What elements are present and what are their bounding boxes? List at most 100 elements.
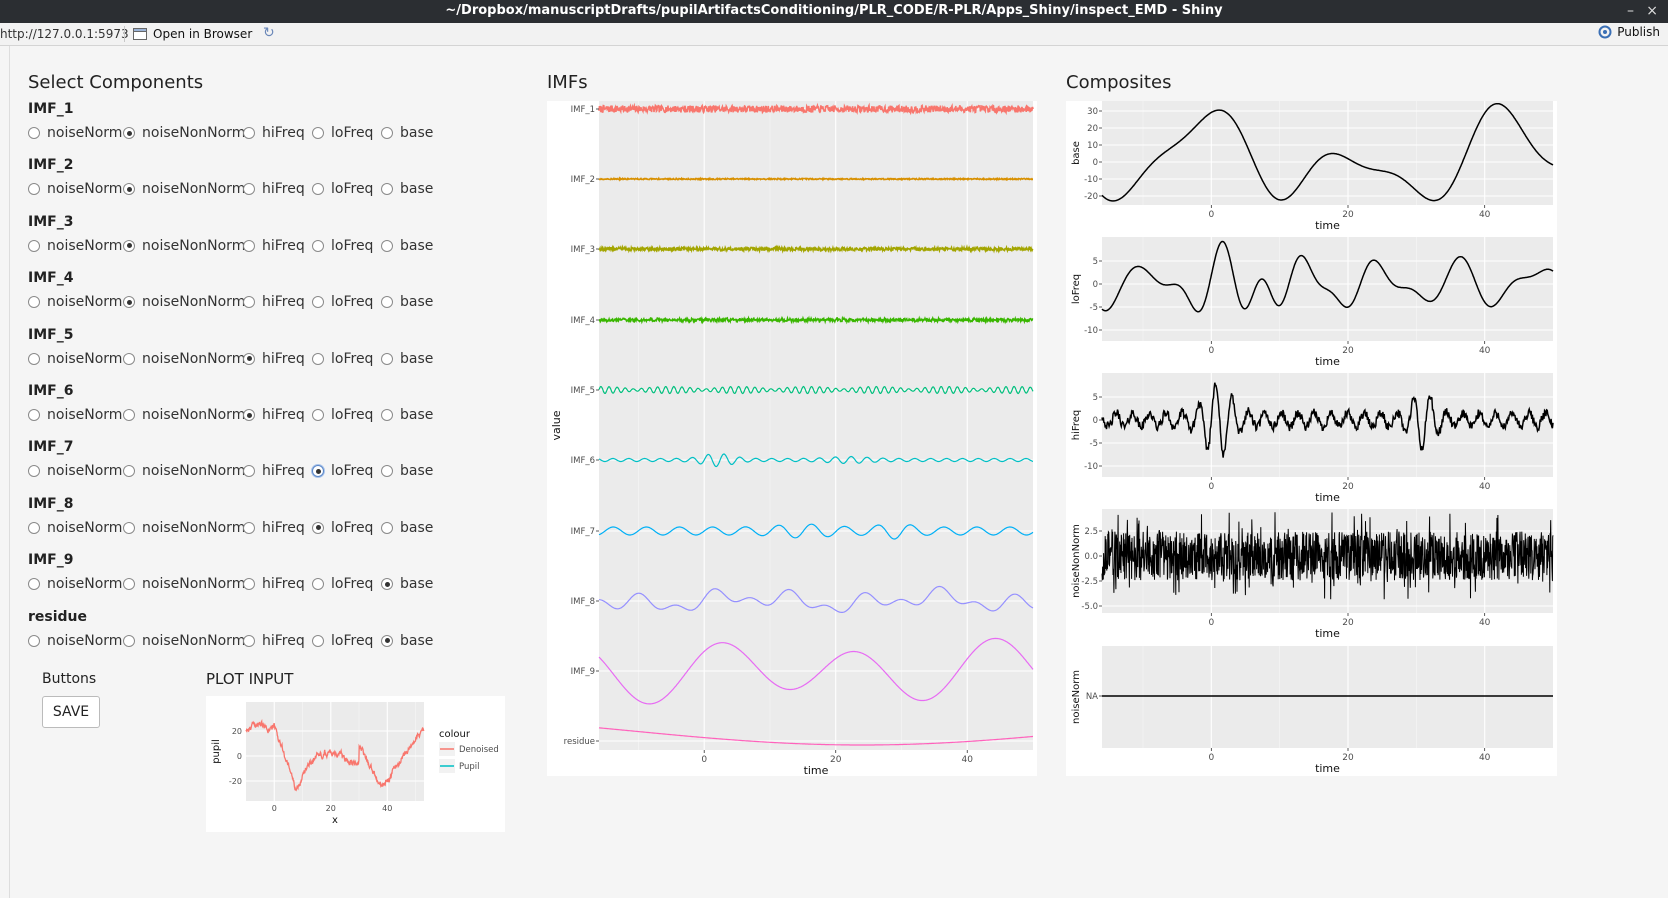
- minimize-button[interactable]: –: [1627, 3, 1634, 19]
- close-button[interactable]: ×: [1646, 3, 1658, 19]
- radio-option-noisenorm[interactable]: noiseNorm: [28, 576, 122, 592]
- open-in-browser-button[interactable]: Open in Browser: [133, 25, 252, 43]
- radio-option-noisenorm[interactable]: noiseNorm: [28, 407, 122, 423]
- radio-button[interactable]: [243, 634, 255, 647]
- radio-button[interactable]: [243, 183, 255, 196]
- radio-option-lofreq[interactable]: loFreq: [312, 294, 373, 310]
- radio-option-base[interactable]: base: [381, 238, 433, 254]
- radio-button[interactable]: [28, 634, 40, 647]
- radio-button[interactable]: [243, 127, 255, 139]
- radio-option-noisenonnorm[interactable]: noiseNonNorm: [123, 181, 245, 197]
- radio-button[interactable]: [243, 409, 255, 421]
- radio-button[interactable]: [312, 296, 324, 309]
- radio-button[interactable]: [28, 239, 40, 252]
- radio-option-base[interactable]: base: [381, 407, 433, 423]
- radio-button[interactable]: [381, 578, 393, 591]
- refresh-icon[interactable]: ↻: [263, 25, 275, 41]
- radio-option-noisenonnorm[interactable]: noiseNonNorm: [123, 576, 245, 592]
- radio-button[interactable]: [243, 352, 255, 365]
- radio-button[interactable]: [312, 127, 324, 139]
- radio-button[interactable]: [28, 296, 40, 309]
- radio-button[interactable]: [28, 409, 40, 421]
- publish-button[interactable]: Publish: [1598, 25, 1660, 39]
- radio-option-lofreq[interactable]: loFreq: [312, 520, 373, 536]
- radio-option-hifreq[interactable]: hiFreq: [243, 125, 305, 141]
- radio-button[interactable]: [28, 183, 40, 196]
- radio-button[interactable]: [312, 465, 324, 478]
- radio-option-hifreq[interactable]: hiFreq: [243, 463, 305, 479]
- save-button[interactable]: SAVE: [42, 696, 100, 728]
- radio-option-lofreq[interactable]: loFreq: [312, 407, 373, 423]
- radio-button[interactable]: [123, 521, 135, 534]
- radio-option-noisenorm[interactable]: noiseNorm: [28, 238, 122, 254]
- radio-option-lofreq[interactable]: loFreq: [312, 576, 373, 592]
- radio-option-base[interactable]: base: [381, 463, 433, 479]
- radio-button[interactable]: [312, 239, 324, 252]
- radio-button[interactable]: [312, 183, 324, 196]
- radio-button[interactable]: [381, 465, 393, 478]
- radio-option-noisenonnorm[interactable]: noiseNonNorm: [123, 125, 245, 141]
- radio-option-hifreq[interactable]: hiFreq: [243, 576, 305, 592]
- radio-option-base[interactable]: base: [381, 125, 433, 141]
- radio-button[interactable]: [123, 183, 135, 196]
- radio-button[interactable]: [381, 409, 393, 421]
- radio-button[interactable]: [243, 578, 255, 591]
- radio-button[interactable]: [243, 296, 255, 309]
- radio-option-lofreq[interactable]: loFreq: [312, 463, 373, 479]
- radio-option-noisenonnorm[interactable]: noiseNonNorm: [123, 407, 245, 423]
- radio-option-lofreq[interactable]: loFreq: [312, 351, 373, 367]
- radio-button[interactable]: [312, 634, 324, 647]
- radio-option-noisenorm[interactable]: noiseNorm: [28, 125, 122, 141]
- radio-option-noisenonnorm[interactable]: noiseNonNorm: [123, 294, 245, 310]
- radio-button[interactable]: [123, 409, 135, 421]
- radio-option-noisenorm[interactable]: noiseNorm: [28, 294, 122, 310]
- radio-option-lofreq[interactable]: loFreq: [312, 633, 373, 649]
- radio-option-lofreq[interactable]: loFreq: [312, 181, 373, 197]
- radio-button[interactable]: [312, 578, 324, 591]
- radio-button[interactable]: [28, 127, 40, 139]
- radio-option-noisenorm[interactable]: noiseNorm: [28, 633, 122, 649]
- radio-button[interactable]: [312, 521, 324, 534]
- radio-button[interactable]: [381, 183, 393, 196]
- radio-option-noisenonnorm[interactable]: noiseNonNorm: [123, 520, 245, 536]
- radio-button[interactable]: [123, 296, 135, 309]
- url-text[interactable]: http://127.0.0.1:5973: [0, 27, 129, 41]
- radio-button[interactable]: [381, 127, 393, 139]
- radio-button[interactable]: [123, 127, 135, 139]
- radio-option-hifreq[interactable]: hiFreq: [243, 238, 305, 254]
- radio-button[interactable]: [243, 465, 255, 478]
- radio-option-noisenorm[interactable]: noiseNorm: [28, 181, 122, 197]
- radio-button[interactable]: [123, 465, 135, 478]
- radio-button[interactable]: [243, 239, 255, 252]
- radio-button[interactable]: [28, 521, 40, 534]
- radio-option-base[interactable]: base: [381, 633, 433, 649]
- radio-button[interactable]: [312, 409, 324, 421]
- radio-button[interactable]: [381, 634, 393, 647]
- radio-option-base[interactable]: base: [381, 520, 433, 536]
- radio-button[interactable]: [381, 521, 393, 534]
- radio-option-lofreq[interactable]: loFreq: [312, 238, 373, 254]
- radio-option-noisenonnorm[interactable]: noiseNonNorm: [123, 463, 245, 479]
- radio-option-noisenonnorm[interactable]: noiseNonNorm: [123, 351, 245, 367]
- radio-button[interactable]: [28, 578, 40, 591]
- radio-option-lofreq[interactable]: loFreq: [312, 125, 373, 141]
- radio-option-base[interactable]: base: [381, 576, 433, 592]
- radio-button[interactable]: [312, 352, 324, 365]
- radio-option-base[interactable]: base: [381, 294, 433, 310]
- radio-button[interactable]: [123, 239, 135, 252]
- radio-option-base[interactable]: base: [381, 351, 433, 367]
- radio-button[interactable]: [381, 352, 393, 365]
- radio-button[interactable]: [28, 352, 40, 365]
- radio-option-hifreq[interactable]: hiFreq: [243, 181, 305, 197]
- radio-option-hifreq[interactable]: hiFreq: [243, 407, 305, 423]
- radio-option-noisenonnorm[interactable]: noiseNonNorm: [123, 238, 245, 254]
- radio-button[interactable]: [243, 521, 255, 534]
- radio-button[interactable]: [381, 296, 393, 309]
- radio-option-hifreq[interactable]: hiFreq: [243, 633, 305, 649]
- radio-option-base[interactable]: base: [381, 181, 433, 197]
- radio-option-noisenonnorm[interactable]: noiseNonNorm: [123, 633, 245, 649]
- radio-button[interactable]: [123, 578, 135, 591]
- radio-option-hifreq[interactable]: hiFreq: [243, 351, 305, 367]
- radio-option-noisenorm[interactable]: noiseNorm: [28, 351, 122, 367]
- radio-button[interactable]: [123, 634, 135, 647]
